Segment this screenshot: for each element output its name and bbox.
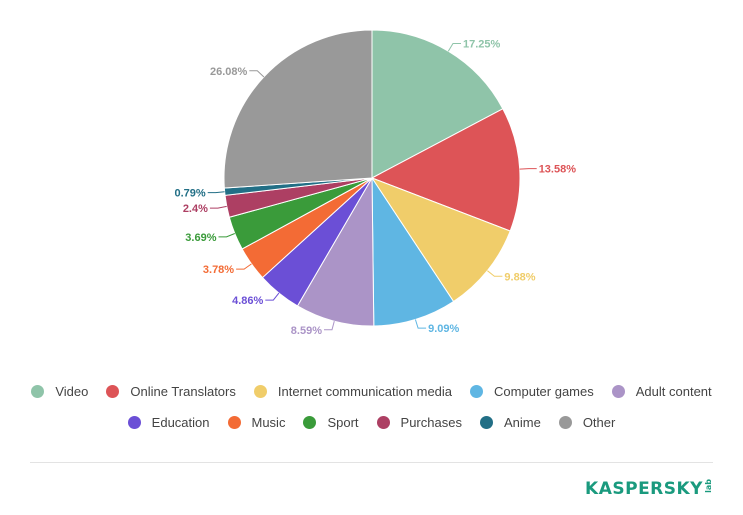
pie-slice-online-translators[interactable] (370, 108, 521, 232)
legend-label: Anime (503, 415, 541, 430)
legend-item-adult-content[interactable]: Adult content (611, 384, 712, 399)
leader-line-online-translators (519, 168, 537, 170)
data-label-sport: 3.69% (185, 232, 216, 244)
legend-item-purchases[interactable]: Purchases (376, 415, 462, 430)
leader-line-internet-communication-media (487, 270, 503, 277)
legend-label: Other (582, 415, 616, 430)
legend-swatch (611, 385, 625, 398)
data-label-online-translators: 13.58% (539, 164, 577, 176)
data-label-other: 26.08% (210, 66, 248, 78)
legend-swatch (470, 385, 484, 398)
legend-label: Education (151, 415, 210, 430)
kaspersky-lab-logo: KASPERSKY lab (585, 479, 713, 499)
legend-swatch (376, 416, 390, 429)
legend-swatch (127, 416, 141, 429)
data-label-anime: 0.79% (174, 188, 205, 200)
legend-label: Purchases (400, 415, 462, 430)
legend-item-computer-games[interactable]: Computer games (470, 384, 594, 399)
data-label-internet-communication-media: 9.88% (504, 271, 535, 283)
legend-row-2: Education Music Sport Purchases Anime Ot… (0, 415, 743, 430)
legend-swatch (479, 416, 493, 429)
legend-label: Adult content (635, 384, 712, 399)
data-label-purchases: 2.4% (183, 203, 208, 215)
data-label-education: 4.86% (232, 295, 263, 307)
legend-item-music[interactable]: Music (227, 415, 286, 430)
leader-line-music (236, 263, 252, 270)
pie-slices (223, 29, 521, 327)
footer-divider (30, 462, 713, 463)
legend-label: Online Translators (130, 384, 236, 399)
pie-slice-computer-games[interactable] (371, 176, 455, 327)
legend-item-internet-communication-media[interactable]: Internet communication media (253, 384, 453, 399)
data-label-video: 17.25% (463, 39, 501, 51)
legend-label: Internet communication media (277, 384, 453, 399)
data-label-adult-content: 8.59% (291, 325, 322, 337)
logo-suffix: lab (704, 479, 713, 493)
legend-label: Video (55, 384, 89, 399)
legend-label: Sport (327, 415, 359, 430)
leader-line-adult-content (324, 320, 335, 331)
legend-item-online-translators[interactable]: Online Translators (106, 384, 236, 399)
legend-row-1: Video Online Translators Internet commun… (0, 384, 743, 399)
legend-swatch (31, 385, 45, 398)
legend-swatch (303, 416, 317, 429)
data-label-music: 3.78% (203, 264, 234, 276)
leader-line-other (249, 70, 265, 78)
legend-swatch (558, 416, 572, 429)
data-label-computer-games: 9.09% (428, 323, 459, 335)
data-labels: 17.25% 13.58% 9.88% 9.09% 8.59% 4.86% 3.78% 3.6… (174, 39, 576, 337)
legend-item-education[interactable]: Education (127, 415, 210, 430)
legend-label: Computer games (494, 384, 594, 399)
label-leader-lines (207, 43, 537, 331)
legend-item-anime[interactable]: Anime (479, 415, 541, 430)
pie-slice-other[interactable] (223, 29, 373, 189)
legend-swatch (227, 416, 241, 429)
leader-line-computer-games (414, 319, 427, 329)
legend-label: Music (251, 415, 286, 430)
legend-swatch (253, 385, 267, 398)
legend-item-video[interactable]: Video (31, 384, 88, 399)
pie-chart: 17.25% 13.58% 9.88% 9.09% 8.59% 4.86% 3.78% 3.6… (174, 29, 576, 337)
leader-line-purchases (209, 205, 227, 209)
pie-slice-internet-communication-media[interactable] (370, 176, 511, 303)
leader-line-anime (207, 191, 225, 194)
leader-line-education (265, 292, 280, 301)
logo-text: KASPERSKY (585, 479, 703, 499)
legend-item-other[interactable]: Other (558, 415, 616, 430)
legend-item-sport[interactable]: Sport (303, 415, 359, 430)
leader-line-video (447, 43, 461, 52)
legend-swatch (106, 385, 120, 398)
leader-line-sport (218, 233, 235, 238)
